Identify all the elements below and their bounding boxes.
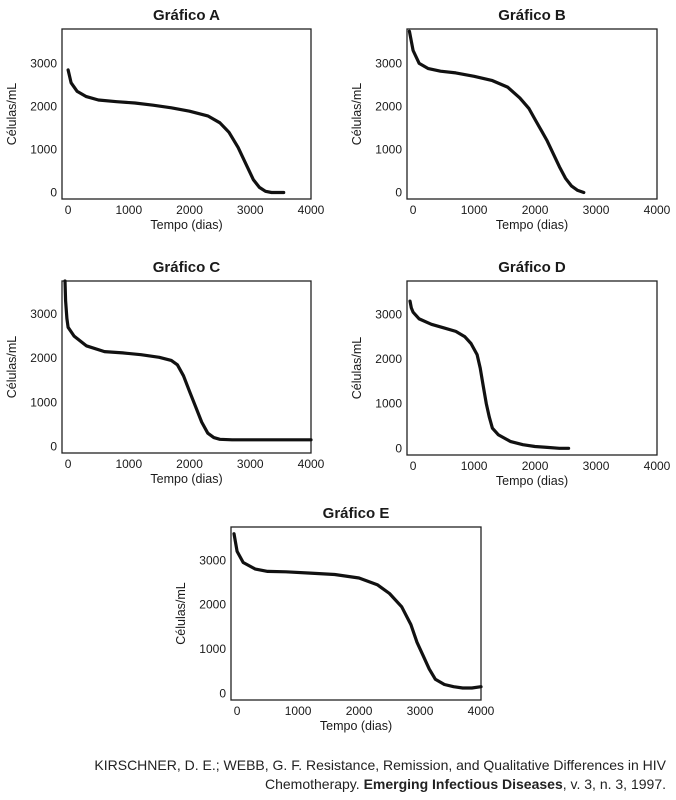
chart-d-y-tick: 0 (395, 441, 402, 455)
chart-c-x-tick: 2000 (176, 457, 203, 471)
chart-b-y-tick: 3000 (375, 56, 402, 70)
chart-d-frame (406, 280, 658, 456)
chart-a-y-tick: 3000 (30, 56, 57, 70)
chart-e-x-tick: 2000 (346, 704, 373, 718)
chart-e-x-tick: 0 (234, 704, 241, 718)
chart-e-y-tick: 1000 (199, 642, 226, 656)
chart-c-frame (61, 280, 312, 454)
chart-a-y-tick: 1000 (30, 143, 57, 157)
chart-e-x-tick: 1000 (285, 704, 312, 718)
chart-d-x-tick: 0 (410, 459, 417, 473)
chart-c-x-tick: 0 (65, 457, 72, 471)
chart-a-x-tick: 0 (65, 203, 72, 217)
chart-b-y-tick: 2000 (375, 99, 402, 113)
chart-a-x-tick: 2000 (176, 203, 203, 217)
chart-b-x-label: Tempo (dias) (496, 218, 568, 232)
chart-e-x-tick: 3000 (407, 704, 434, 718)
chart-c-x-label: Tempo (dias) (150, 472, 222, 486)
citation-line-2: Chemotherapy. Emerging Infectious Diseas… (10, 775, 666, 794)
citation-prefix: Chemotherapy. (264, 776, 364, 792)
chart-c-series-line (63, 279, 313, 442)
chart-d-y-label: Células/mL (350, 337, 364, 400)
chart-c-y-tick: 1000 (30, 395, 57, 409)
chart-a-x-label: Tempo (dias) (150, 218, 222, 232)
chart-e-y-tick: 0 (219, 686, 226, 700)
chart-a-title: Gráfico A (153, 7, 220, 24)
chart-a-y-tick: 0 (50, 186, 57, 200)
chart-e-x-label: Tempo (dias) (320, 719, 392, 733)
chart-b-y-label: Células/mL (350, 83, 364, 146)
chart-d-x-tick: 1000 (461, 459, 488, 473)
chart-b-y-tick: 0 (395, 186, 402, 200)
chart-c: Gráfico C 0 1000 2000 3000 4000 0 1000 2000 3000 T… (5, 259, 325, 486)
citation-suffix: , v. 3, n. 3, 1997. (562, 776, 666, 792)
chart-c-y-tick: 3000 (30, 307, 57, 321)
chart-b-x-tick: 4000 (644, 203, 671, 217)
chart-d-y-tick: 2000 (375, 352, 402, 366)
chart-b-x-tick: 3000 (583, 203, 610, 217)
chart-c-y-tick: 0 (50, 439, 57, 453)
chart-c-title: Gráfico C (153, 259, 221, 276)
chart-b-x-tick: 0 (410, 203, 417, 217)
chart-e-x-tick: 4000 (468, 704, 495, 718)
chart-c-y-label: Células/mL (5, 336, 19, 399)
citation-journal: Emerging Infectious Diseases (363, 776, 563, 792)
chart-a-series-line (66, 68, 286, 195)
chart-d-y-tick: 3000 (375, 307, 402, 321)
chart-d-title: Gráfico D (498, 259, 566, 276)
chart-b-x-tick: 2000 (522, 203, 549, 217)
chart-a: Gráfico A 0 1000 2000 3000 4000 0 1000 2000 3000 T… (5, 7, 325, 232)
chart-b-title: Gráfico B (498, 7, 566, 24)
chart-e-y-label: Células/mL (174, 582, 188, 645)
chart-d-x-label: Tempo (dias) (496, 474, 568, 488)
charts-canvas: Gráfico A 0 1000 2000 3000 4000 0 1000 2000 3000 T… (5, 7, 671, 733)
citation-line-1: KIRSCHNER, D. E.; WEBB, G. F. Resistance… (94, 757, 666, 773)
chart-a-x-tick: 4000 (298, 203, 325, 217)
chart-a-y-label: Células/mL (5, 83, 19, 146)
chart-c-x-tick: 1000 (115, 457, 142, 471)
chart-b-y-tick: 1000 (375, 143, 402, 157)
chart-d: Gráfico D 0 1000 2000 3000 4000 0 1000 2000 3000 T… (350, 259, 671, 488)
chart-a-y-tick: 2000 (30, 99, 57, 113)
chart-e-y-tick: 2000 (199, 598, 226, 612)
chart-e-frame (230, 526, 482, 701)
chart-c-x-tick: 4000 (298, 457, 325, 471)
chart-b-x-tick: 1000 (461, 203, 488, 217)
chart-c-y-tick: 2000 (30, 351, 57, 365)
chart-c-x-tick: 3000 (237, 457, 264, 471)
chart-d-x-tick: 4000 (644, 459, 671, 473)
chart-e: Gráfico E 0 1000 2000 3000 4000 0 1000 2000 3000 T… (174, 505, 495, 733)
chart-e-title: Gráfico E (323, 505, 390, 522)
chart-a-x-tick: 1000 (115, 203, 142, 217)
chart-b: Gráfico B 0 1000 2000 3000 4000 0 1000 2000 3000 T… (350, 7, 671, 232)
chart-a-x-tick: 3000 (237, 203, 264, 217)
chart-d-x-tick: 3000 (583, 459, 610, 473)
chart-e-series-line (232, 532, 483, 690)
chart-b-series-line (407, 29, 586, 195)
chart-b-frame (406, 28, 658, 200)
chart-d-x-tick: 2000 (522, 459, 549, 473)
chart-e-y-tick: 3000 (199, 553, 226, 567)
chart-d-series-line (408, 299, 571, 450)
chart-a-frame (61, 28, 312, 200)
chart-d-y-tick: 1000 (375, 397, 402, 411)
